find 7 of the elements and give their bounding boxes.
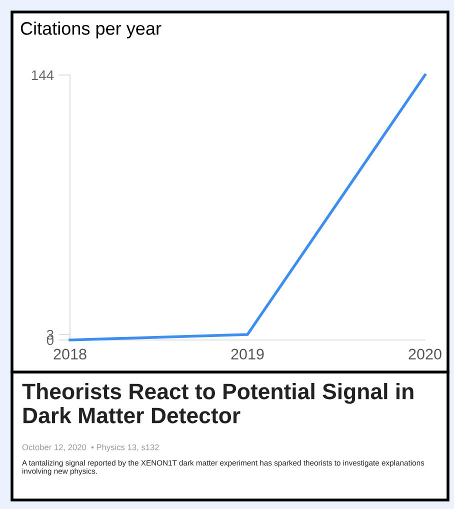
x-tick-label: 2020	[408, 348, 442, 360]
y-tick-label: 144	[32, 70, 54, 80]
x-tick-label: 2019	[231, 348, 264, 360]
text: October 12, 2020 • Physics 13, s132	[22, 444, 159, 452]
x-tick-label: 2018	[54, 348, 86, 360]
chart-title: Citations per year	[20, 22, 162, 38]
text: Theorists React to Potential Signal in Dark Matter Detector	[22, 383, 414, 424]
